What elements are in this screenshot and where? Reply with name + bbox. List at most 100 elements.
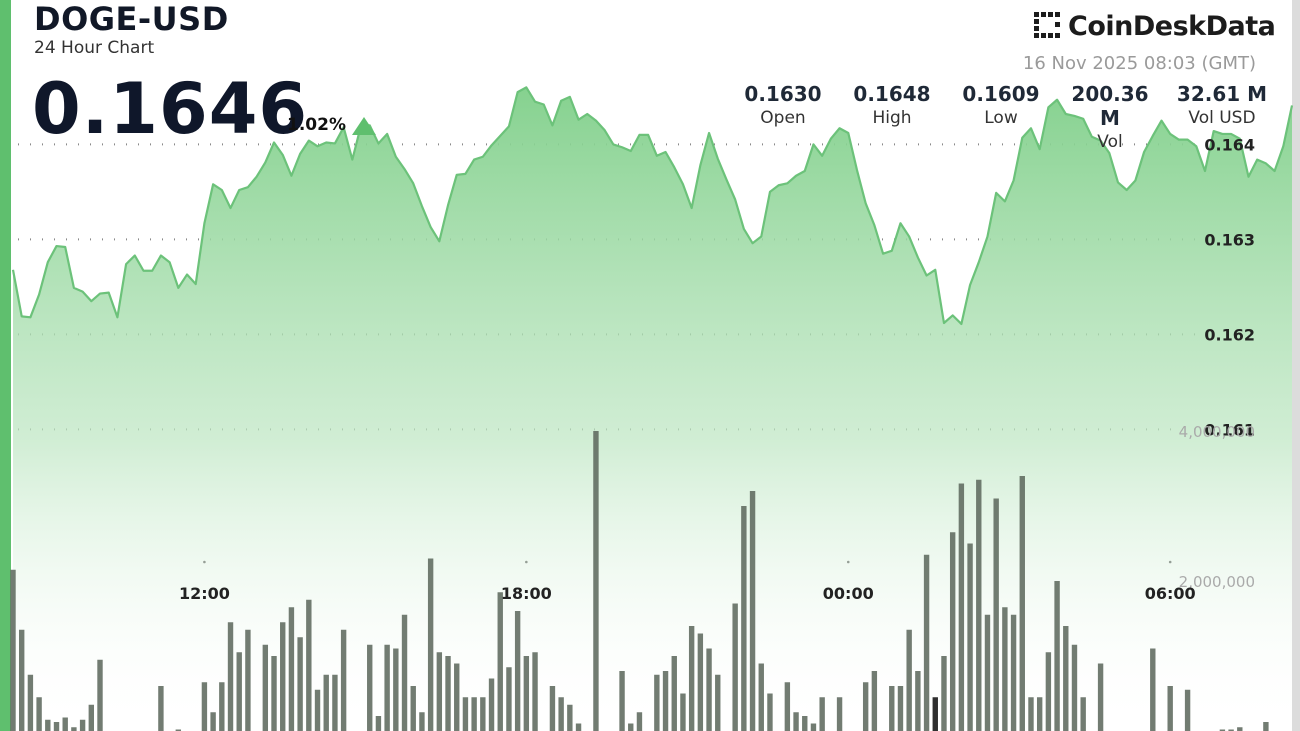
volume-bar	[314, 689, 321, 731]
chart-subtitle: 24 Hour Chart	[34, 38, 155, 58]
volume-bar	[871, 671, 878, 731]
volume-bar	[1045, 652, 1052, 731]
volume-bar	[1167, 686, 1173, 731]
volume-bar	[941, 656, 947, 731]
volume-bar	[497, 592, 503, 731]
volume-bar	[297, 637, 303, 731]
volume-bar	[567, 704, 573, 731]
volume-bar	[1028, 697, 1034, 731]
right-scroll-edge	[1292, 0, 1300, 731]
volume-bar	[375, 716, 382, 731]
volume-bar	[1036, 697, 1043, 731]
volume-bar	[932, 697, 938, 731]
left-accent-bar	[0, 0, 11, 731]
volume-bar	[619, 671, 625, 731]
stat-low-value: 0.1609	[962, 82, 1040, 106]
up-arrow-icon	[352, 117, 376, 135]
volume-bar	[897, 686, 904, 731]
volume-bar	[923, 554, 930, 731]
volume-bar	[471, 697, 477, 731]
volume-bar	[410, 686, 416, 731]
price-tick-label: 0.164	[1204, 135, 1255, 154]
stat-vol-label: Vol	[1097, 132, 1123, 152]
volume-bar	[27, 674, 34, 731]
volume-bar	[628, 723, 634, 731]
volume-bar	[749, 491, 756, 731]
ticker-symbol: DOGE-USD	[34, 0, 229, 38]
volume-bar	[767, 693, 773, 731]
volume-bar	[36, 697, 42, 731]
volume-bar	[1228, 729, 1234, 731]
volume-bar	[175, 729, 182, 731]
volume-bar	[201, 682, 208, 731]
stat-low-label: Low	[984, 108, 1018, 128]
volume-bar	[958, 483, 965, 731]
volume-bar	[323, 674, 329, 731]
volume-bar	[532, 652, 538, 731]
volume-bar	[836, 697, 843, 731]
price-area	[13, 87, 1292, 731]
volume-bar	[306, 599, 312, 731]
price-tick-label: 0.161	[1204, 420, 1255, 439]
volume-bar	[758, 663, 764, 731]
volume-bar	[367, 644, 373, 731]
stat-high-value: 0.1648	[853, 82, 931, 106]
volume-bar	[906, 629, 912, 731]
volume-bar	[802, 716, 808, 731]
volume-bar	[506, 667, 512, 731]
volume-bar	[245, 629, 251, 731]
time-tick-label: 06:00	[1145, 584, 1196, 603]
volume-bar	[671, 656, 677, 731]
volume-bar	[488, 678, 495, 731]
stat-vol-usd-label: Vol USD	[1188, 108, 1256, 128]
brand-logo[interactable]: CoinDeskData	[1032, 10, 1276, 42]
volume-bar	[1071, 644, 1078, 731]
volume-bar	[1063, 626, 1069, 731]
volume-bar	[862, 682, 869, 731]
volume-bars	[10, 431, 1269, 731]
axis-labels: 0.161 0.162 0.163 0.164 2,000,000 4,000,000 12…	[179, 135, 1255, 603]
volume-bar	[280, 622, 286, 731]
volume-bar	[445, 656, 451, 731]
stat-vol-usd-value: 32.61 M	[1176, 82, 1268, 106]
price-tick-label: 0.162	[1204, 325, 1255, 344]
volume-bar	[19, 629, 25, 731]
volume-bar	[419, 712, 425, 731]
coindesk-logo-icon	[1034, 12, 1060, 38]
volume-bar	[593, 431, 599, 731]
stat-vol-usd: 32.61 M Vol USD	[1174, 82, 1270, 128]
volume-bar	[288, 607, 295, 731]
volume-bar	[393, 648, 399, 731]
volume-bar	[810, 723, 817, 731]
stat-high: 0.1648 High	[853, 82, 931, 128]
volume-bar	[1080, 697, 1086, 731]
stat-high-label: High	[872, 108, 912, 128]
volume-bar	[271, 656, 277, 731]
volume-bar	[62, 717, 68, 731]
volume-bar	[262, 644, 269, 731]
volume-bar	[662, 671, 669, 731]
price-tick-label: 0.163	[1204, 230, 1255, 249]
volume-bar	[436, 652, 443, 731]
volume-bar	[79, 719, 86, 731]
volume-bar	[219, 682, 225, 731]
volume-bar	[210, 712, 216, 731]
volume-bar	[45, 719, 51, 731]
volume-bar	[741, 506, 747, 731]
volume-bar	[97, 659, 103, 731]
volume-bar	[514, 611, 521, 731]
volume-bar	[227, 622, 234, 731]
volume-bar	[654, 674, 660, 731]
volume-bar	[1010, 614, 1017, 731]
volume-bar	[1263, 722, 1269, 731]
volume-bar	[984, 614, 991, 731]
stat-open-label: Open	[760, 108, 806, 128]
volume-bar	[636, 712, 643, 731]
volume-bar	[332, 674, 338, 731]
volume-bar	[889, 686, 895, 731]
volume-bar	[715, 674, 721, 731]
volume-bar	[819, 697, 825, 731]
price-change: 1.02%	[287, 115, 346, 135]
timestamp: 16 Nov 2025 08:03 (GMT)	[1022, 53, 1256, 74]
volume-bar	[697, 633, 704, 731]
